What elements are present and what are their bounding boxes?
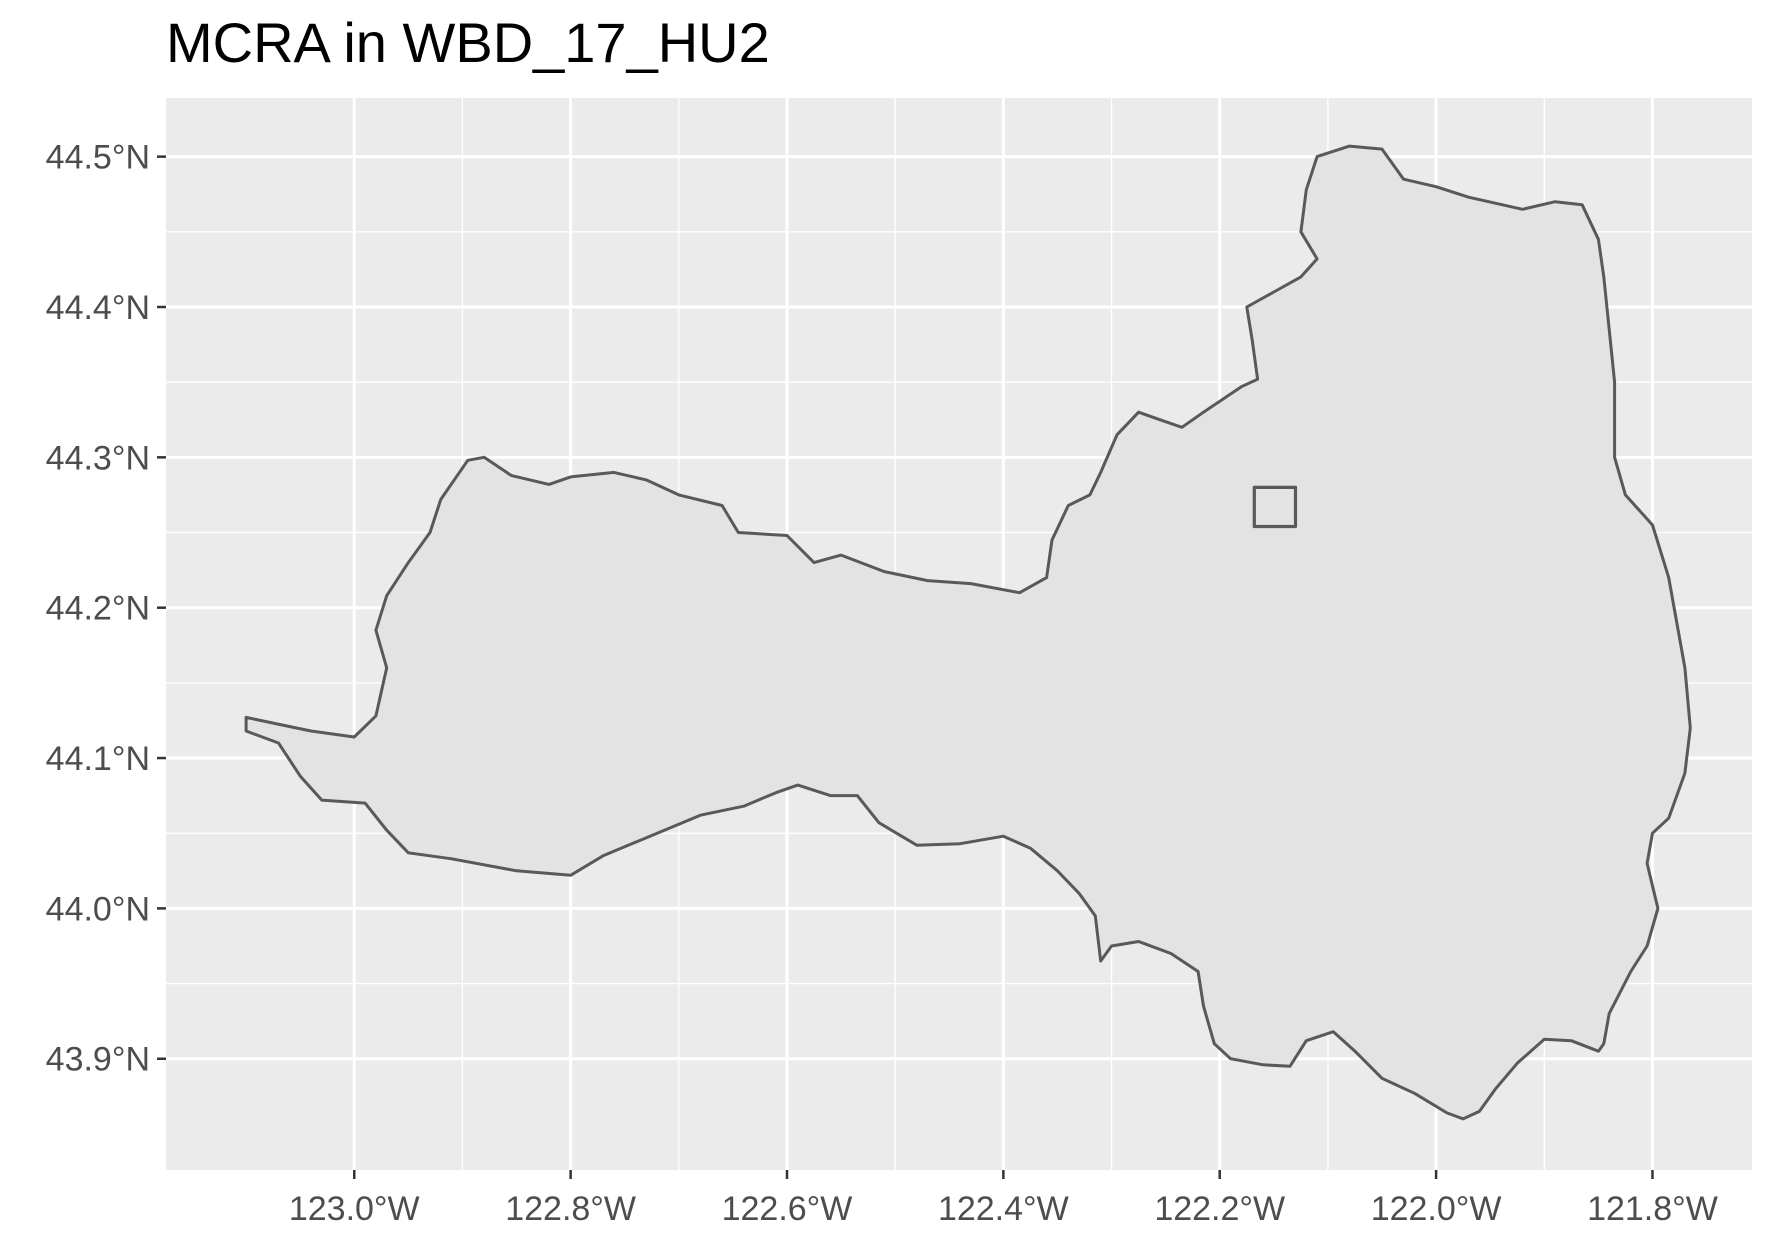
x-tick-label: 122.4°W [938,1190,1069,1228]
x-axis: 123.0°W 122.8°W 122.6°W 122.4°W 122.2°W 122.0… [289,1170,1718,1228]
x-tick-label: 122.2°W [1154,1190,1285,1228]
x-tick-label: 122.0°W [1371,1190,1502,1228]
y-tick-label: 44.4°N [46,289,150,327]
x-tick-label: 121.8°W [1587,1190,1718,1228]
y-tick-label: 44.1°N [46,740,150,778]
map-title: MCRA in WBD_17_HU2 [166,11,770,74]
x-tick-label: 123.0°W [289,1190,420,1228]
y-tick-label: 44.5°N [46,139,150,177]
mcra-site-marker [1252,485,1298,529]
y-tick-label: 44.3°N [46,439,150,477]
map-features [244,144,1692,1121]
y-axis: 44.5°N 44.4°N 44.3°N 44.2°N 44.1°N 44.0°N 43.9… [46,139,166,1079]
y-tick-label: 44.2°N [46,590,150,628]
x-tick-label: 122.8°W [505,1190,636,1228]
watershed-polygon [244,144,1692,1121]
y-tick-label: 44.0°N [46,890,150,928]
x-tick-label: 122.6°W [722,1190,853,1228]
y-tick-label: 43.9°N [46,1041,150,1079]
